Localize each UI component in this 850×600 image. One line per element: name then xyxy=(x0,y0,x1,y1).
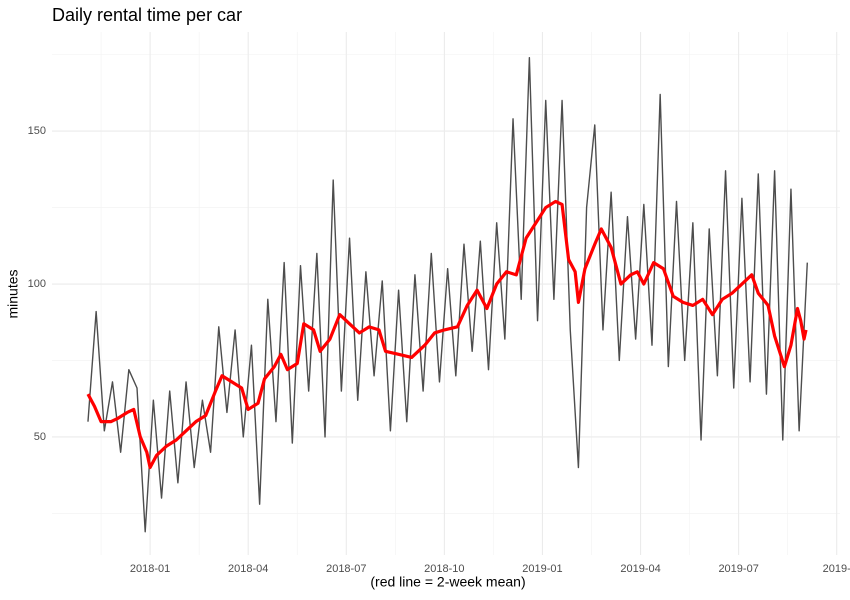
series-line xyxy=(86,199,808,470)
x-tick-label: 2019-07 xyxy=(718,563,758,575)
x-tick-label: 2018-04 xyxy=(228,563,268,575)
x-tick-label: 2019- xyxy=(823,563,850,575)
x-tick-label: 2018-10 xyxy=(424,563,464,575)
y-tick-label: 100 xyxy=(28,278,46,290)
x-tick-label: 2018-07 xyxy=(326,563,366,575)
x-tick-label: 2019-01 xyxy=(522,563,562,575)
y-axis-label: minutes xyxy=(5,269,21,318)
chart-title: Daily rental time per car xyxy=(52,5,242,25)
x-tick-label: 2019-04 xyxy=(620,563,660,575)
x-axis-label: (red line = 2-week mean) xyxy=(370,574,525,590)
series-line xyxy=(87,56,808,533)
y-tick-label: 150 xyxy=(28,125,46,137)
x-tick-label: 2018-01 xyxy=(130,563,170,575)
y-tick-label: 50 xyxy=(34,431,46,443)
